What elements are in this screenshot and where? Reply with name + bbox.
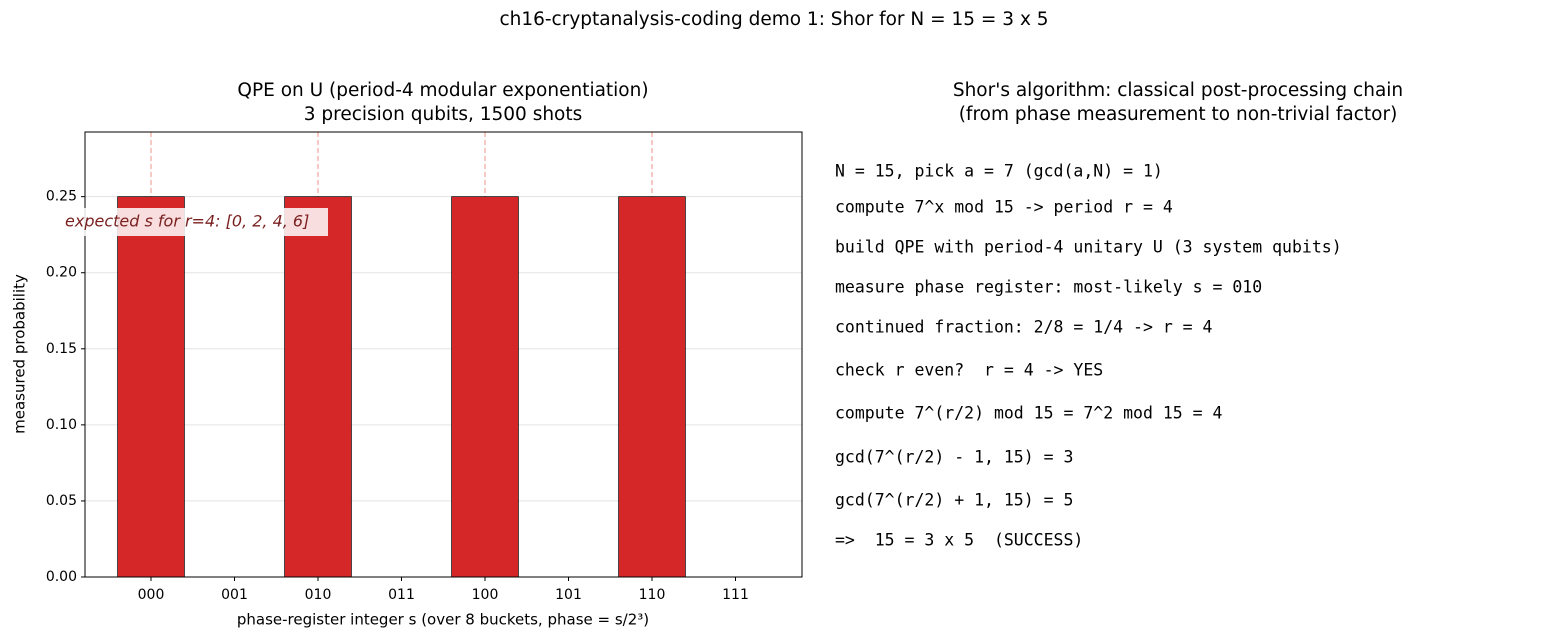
- chart-title: QPE on U (period-4 modular exponentiatio…: [237, 80, 648, 101]
- x-tick-label: 101: [555, 587, 582, 603]
- step-line: build QPE with period-4 unitary U (3 sys…: [835, 238, 1342, 257]
- figure-title: ch16-cryptanalysis-coding demo 1: Shor f…: [499, 9, 1048, 30]
- axes-frame: [84, 131, 803, 578]
- step-line: compute 7^x mod 15 -> period r = 4: [835, 198, 1173, 217]
- x-tick-label: 100: [472, 587, 499, 603]
- y-axis-label: measured probability: [11, 274, 29, 434]
- step-line: gcd(7^(r/2) - 1, 15) = 3: [835, 448, 1073, 467]
- x-tick-label: 110: [639, 587, 666, 603]
- x-tick-label: 010: [305, 587, 332, 603]
- step-line: N = 15, pick a = 7 (gcd(a,N) = 1): [835, 162, 1163, 181]
- y-tick-label: 0.05: [46, 493, 77, 509]
- bar: [618, 196, 686, 578]
- x-tick-label: 011: [388, 587, 415, 603]
- bar: [117, 196, 185, 578]
- annotation: expected s for r=4: [0, 2, 4, 6]: [65, 212, 309, 231]
- chart-subtitle: 3 precision qubits, 1500 shots: [304, 104, 583, 125]
- step-line: compute 7^(r/2) mod 15 = 7^2 mod 15 = 4: [835, 404, 1222, 423]
- panel-subtitle: (from phase measurement to non-trivial f…: [959, 104, 1398, 125]
- y-tick-label: 0.25: [46, 189, 77, 205]
- x-tick-label: 001: [221, 587, 248, 603]
- x-tick-label: 000: [138, 587, 165, 603]
- panel-title: Shor's algorithm: classical post-process…: [953, 80, 1403, 101]
- y-tick-label: 0.00: [46, 569, 77, 585]
- x-axis-label: phase-register integer s (over 8 buckets…: [237, 611, 649, 629]
- step-line: => 15 = 3 x 5 (SUCCESS): [835, 531, 1083, 550]
- y-tick-label: 0.15: [46, 341, 77, 357]
- step-line: measure phase register: most-likely s = …: [835, 278, 1262, 297]
- y-tick-label: 0.10: [46, 417, 77, 433]
- step-line: continued fraction: 2/8 = 1/4 -> r = 4: [835, 318, 1213, 337]
- x-tick-label: 111: [722, 587, 749, 603]
- step-line: gcd(7^(r/2) + 1, 15) = 5: [835, 491, 1073, 510]
- step-line: check r even? r = 4 -> YES: [835, 361, 1103, 380]
- bar: [284, 196, 352, 578]
- bar: [451, 196, 519, 578]
- y-tick-label: 0.20: [46, 265, 77, 281]
- annotation-box: [62, 208, 328, 236]
